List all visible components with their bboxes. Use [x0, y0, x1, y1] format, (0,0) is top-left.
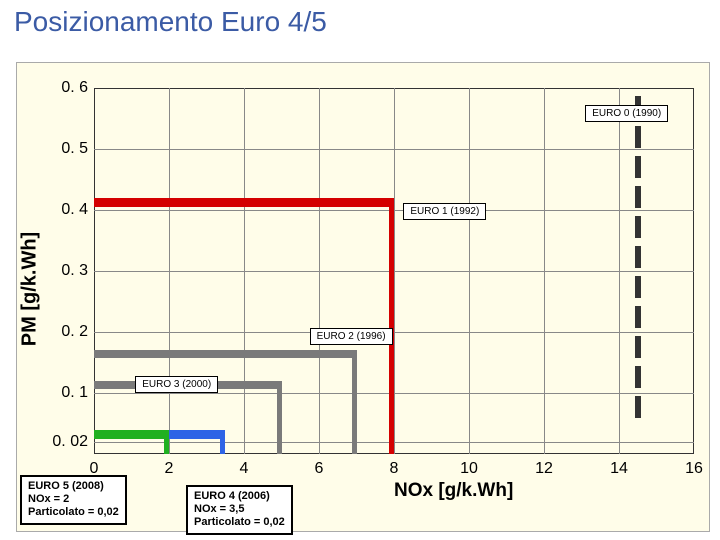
x-tick-label: 14 [610, 460, 628, 478]
x-tick-label: 2 [165, 460, 174, 478]
x-tick-label: 4 [240, 460, 249, 478]
x-tick-label: 10 [460, 460, 478, 478]
y-tick-label: 0. 02 [44, 433, 88, 451]
x-tick-label: 8 [390, 460, 399, 478]
euro2-right [352, 358, 357, 454]
x-tick-label: 6 [315, 460, 324, 478]
callout-euro1: EURO 1 (1992) [403, 203, 486, 220]
grid-line [94, 393, 694, 394]
y-tick-label: 0. 4 [44, 201, 88, 219]
euro2-top [94, 350, 357, 358]
grid-line [94, 149, 694, 150]
x-tick-label: 16 [685, 460, 703, 478]
euro1-top [94, 198, 394, 207]
y-tick-label: 0. 1 [44, 384, 88, 402]
y-axis-label: PM [g/k.Wh] [19, 232, 42, 346]
grid-line [94, 210, 694, 211]
x-axis-label: NOx [g/k.Wh] [394, 480, 513, 502]
euro3-right [277, 389, 282, 454]
grid-line [94, 271, 694, 272]
grid-line [94, 332, 694, 333]
callout-euro0: EURO 0 (1990) [585, 105, 668, 122]
grid-line [94, 442, 694, 443]
euro4-right [220, 439, 225, 454]
euro5-top [94, 430, 169, 439]
x-tick-label: 12 [535, 460, 553, 478]
info-box-euro5: EURO 5 (2008)NOx = 2Particolato = 0,02 [20, 475, 127, 525]
y-tick-label: 0. 6 [44, 79, 88, 97]
y-tick-label: 0. 2 [44, 323, 88, 341]
y-tick-label: 0. 3 [44, 262, 88, 280]
info-box-euro4: EURO 4 (2006)NOx = 3,5Particolato = 0,02 [186, 485, 293, 535]
callout-euro2: EURO 2 (1996) [310, 328, 393, 345]
page-title: Posizionamento Euro 4/5 [14, 6, 327, 38]
euro5-right [164, 439, 169, 454]
y-tick-label: 0. 5 [44, 140, 88, 158]
callout-euro3: EURO 3 (2000) [135, 376, 218, 393]
